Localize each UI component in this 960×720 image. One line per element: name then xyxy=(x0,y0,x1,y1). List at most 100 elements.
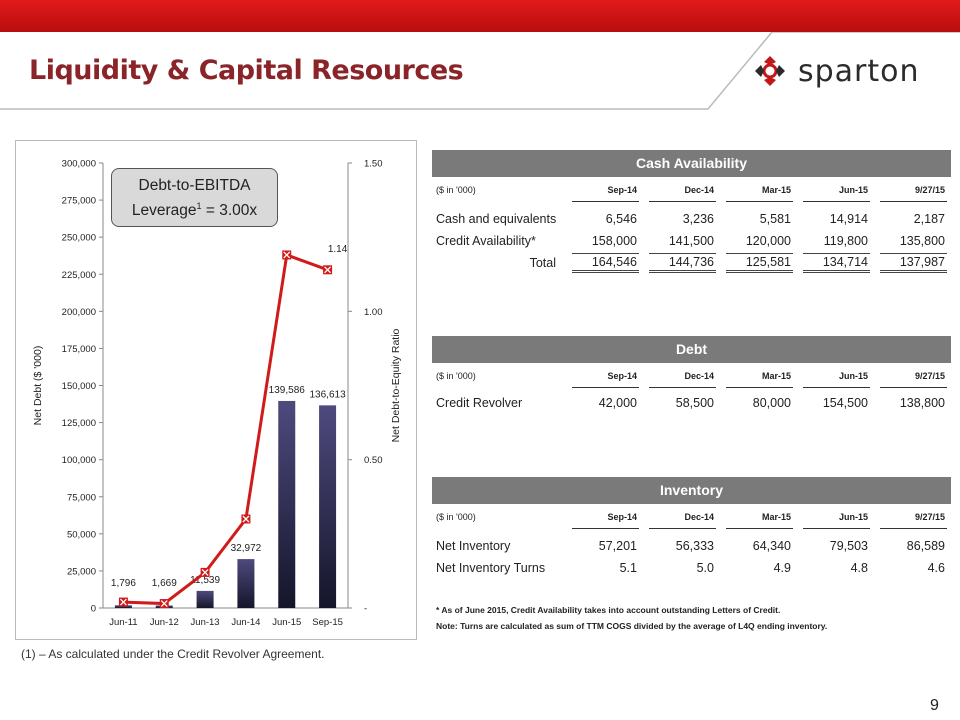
inventory-table-title: Inventory xyxy=(432,477,951,504)
bar-data-label: 11,539 xyxy=(190,575,220,586)
cash-total-cell: 137,987 xyxy=(880,253,947,273)
debt-cell: 42,000 xyxy=(598,396,637,410)
inventory-table-row: Net Inventory Turns 5.1 5.0 4.9 4.8 4.6 xyxy=(432,557,951,579)
debt-column-header: Dec-14 xyxy=(639,363,716,389)
cash-cell: 135,800 xyxy=(899,234,945,248)
ratio-marker-x xyxy=(119,598,127,606)
cash-row-label: Credit Availability* xyxy=(436,234,536,248)
net-debt-chart: 0 25,000 50,000 75,000 100,000 125,000 150,000… xyxy=(15,140,417,640)
cash-column-header: Sep-14 xyxy=(562,177,639,203)
bar-data-label: 32,972 xyxy=(231,543,262,554)
x-tick-label: Jun-11 xyxy=(109,617,137,628)
inventory-column-header: 9/27/15 xyxy=(870,504,947,530)
cash-column-header: 9/27/15 xyxy=(870,177,947,203)
debt-cell: 80,000 xyxy=(752,396,791,410)
cash-cell: 120,000 xyxy=(745,234,791,248)
bar-data-label: 139,586 xyxy=(269,385,306,396)
inventory-cell: 64,340 xyxy=(752,539,791,553)
leverage-callout: Debt-to-EBITDA Leverage1 = 3.00x xyxy=(111,168,278,227)
y-tick-label: 250,000 xyxy=(62,233,96,244)
y-tick-label: 275,000 xyxy=(62,196,96,207)
cash-table-row: Cash and equivalents 6,546 3,236 5,581 14,91… xyxy=(432,208,951,230)
bar-data-label: 136,613 xyxy=(310,389,347,400)
y-tick-label: 200,000 xyxy=(62,307,96,318)
page-title: Liquidity & Capital Resources xyxy=(29,55,464,86)
x-tick-label: Sep-15 xyxy=(312,617,343,628)
cash-total-cell: 144,736 xyxy=(649,253,716,273)
net-debt-bar xyxy=(319,405,337,608)
y-tick-label: 300,000 xyxy=(62,159,96,170)
y2-tick-label: 1.00 xyxy=(364,307,383,318)
callout-sup: 1 xyxy=(196,201,202,211)
bar-data-label: 1,669 xyxy=(152,578,177,589)
cash-column-header: Dec-14 xyxy=(639,177,716,203)
inventory-column-header: Sep-14 xyxy=(562,504,639,530)
y-tick-label: 0 xyxy=(91,604,96,615)
callout-line1: Debt-to-EBITDA xyxy=(138,177,251,194)
y-tick-label: 225,000 xyxy=(62,270,96,281)
cash-cell: 2,187 xyxy=(913,212,945,226)
x-tick-label: Jun-14 xyxy=(231,617,260,628)
cash-cell: 158,000 xyxy=(591,234,637,248)
cash-column-header: Mar-15 xyxy=(716,177,793,203)
net-debt-bar xyxy=(237,559,255,608)
callout-line2b: = 3.00x xyxy=(201,202,258,220)
inventory-column-header-row: ($ in '000) Sep-14 Dec-14 Mar-15 Jun-15 9/27/… xyxy=(432,504,951,530)
inventory-column-header: Jun-15 xyxy=(793,504,870,530)
inventory-cell: 5.1 xyxy=(619,561,637,575)
ratio-marker-x xyxy=(160,600,168,608)
debt-table-row: Credit Revolver 42,000 58,500 80,000 154,500… xyxy=(432,392,951,414)
y-tick-label: 150,000 xyxy=(62,381,96,392)
x-tick-label: Jun-15 xyxy=(272,617,301,628)
y-tick-label: 25,000 xyxy=(67,566,96,577)
debt-unit-label: ($ in '000) xyxy=(436,371,476,381)
cash-total-cell: 134,714 xyxy=(803,253,870,273)
cash-total-label: Total xyxy=(529,256,556,270)
y2-tick-label: 1.50 xyxy=(364,159,383,170)
y-tick-label: 100,000 xyxy=(62,455,96,466)
inventory-cell: 57,201 xyxy=(598,539,637,553)
bar-data-label: 1,796 xyxy=(111,578,136,589)
net-debt-bar xyxy=(196,590,214,608)
inventory-cell: 56,333 xyxy=(675,539,714,553)
inventory-cell: 5.0 xyxy=(696,561,714,575)
x-tick-label: Jun-13 xyxy=(191,617,220,628)
cash-total-cell: 164,546 xyxy=(572,253,639,273)
x-tick-label: Jun-12 xyxy=(150,617,179,628)
cash-cell: 6,546 xyxy=(605,212,637,226)
table-notes: * As of June 2015, Credit Availability t… xyxy=(436,602,827,634)
debt-column-header: Sep-14 xyxy=(562,363,639,389)
sparton-logo-icon xyxy=(755,56,785,86)
debt-table: Debt ($ in '000) Sep-14 Dec-14 Mar-15 Jun-15 9… xyxy=(432,336,951,414)
callout-line2a: Leverage xyxy=(131,202,197,220)
debt-column-header: Mar-15 xyxy=(716,363,793,389)
sparton-logo: sparton xyxy=(752,53,920,89)
callout-line2: Leverage1 = 3.00x xyxy=(112,196,277,221)
debt-column-header: 9/27/15 xyxy=(870,363,947,389)
cash-unit-label: ($ in '000) xyxy=(436,185,476,195)
y-axis-title: Net Debt ($ '000) xyxy=(32,346,44,426)
cash-cell: 119,800 xyxy=(823,234,868,248)
inventory-row-label: Net Inventory Turns xyxy=(436,561,546,575)
cash-table-row: Credit Availability* 158,000 141,500 120,00… xyxy=(432,230,951,252)
inventory-cell: 86,589 xyxy=(906,539,945,553)
y-tick-label: 50,000 xyxy=(67,529,96,540)
y-tick-label: 175,000 xyxy=(62,344,96,355)
y2-tick-label: - xyxy=(364,604,367,615)
inventory-cell: 4.9 xyxy=(773,561,791,575)
cash-cell: 14,914 xyxy=(829,212,868,226)
ratio-marker-x xyxy=(201,568,209,576)
cash-column-header: Jun-15 xyxy=(793,177,870,203)
inventory-row-label: Net Inventory xyxy=(436,539,511,553)
cash-total-row: Total 164,546 144,736 125,581 134,714 137,987 xyxy=(422,252,951,274)
cash-cell: 141,500 xyxy=(668,234,714,248)
inventory-column-header: Dec-14 xyxy=(639,504,716,530)
inventory-column-header: Mar-15 xyxy=(716,504,793,530)
inventory-unit-label: ($ in '000) xyxy=(436,512,476,522)
y2-axis-title: Net Debt-to-Equity Ratio xyxy=(390,328,402,442)
cash-cell: 5,581 xyxy=(759,212,791,226)
ratio-marker-x xyxy=(242,515,250,523)
inventory-cell: 4.6 xyxy=(927,561,945,575)
ratio-data-label: 1.14 xyxy=(328,244,348,255)
debt-cell: 58,500 xyxy=(675,396,714,410)
